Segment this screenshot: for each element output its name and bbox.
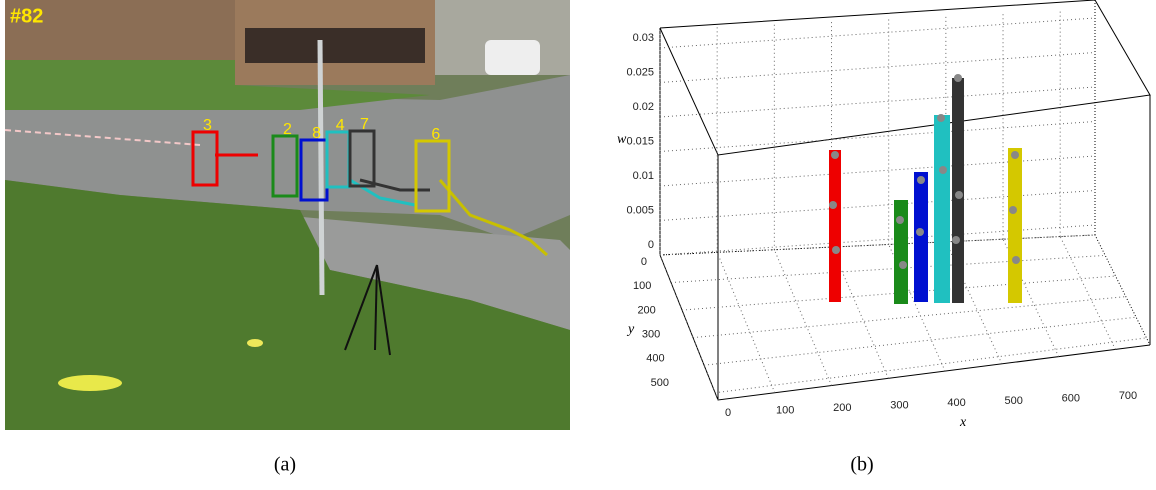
x-tick-label: 100	[776, 404, 794, 416]
w-tick-label: 0.015	[626, 135, 654, 147]
grid-line	[715, 338, 1147, 393]
y-tick-label: 500	[651, 377, 669, 389]
track-label: 8	[312, 125, 321, 142]
track-label: 7	[360, 116, 369, 133]
x-tick-label: 400	[947, 397, 965, 409]
x-tick-label: 0	[725, 407, 731, 419]
x-tick-label: 700	[1119, 390, 1137, 402]
grid-line	[704, 317, 1136, 365]
tracks-3d	[829, 74, 1022, 304]
axis-label: y	[626, 322, 635, 337]
y-tick-label: 400	[646, 353, 664, 365]
grid-line	[660, 87, 1095, 117]
scene-photo	[5, 0, 570, 430]
grid-line	[660, 191, 1095, 221]
grid-line	[660, 225, 1095, 255]
frame-label: #82	[10, 5, 43, 27]
track-label: 6	[431, 126, 440, 143]
caption: (a)	[274, 454, 296, 476]
w-tick-label: 0.01	[633, 170, 654, 182]
grid-line	[1060, 237, 1115, 350]
x-tick-label: 200	[833, 402, 851, 414]
axis-label: x	[959, 415, 967, 430]
x-tick-label: 500	[1005, 395, 1023, 407]
grid-line	[693, 297, 1125, 338]
grid-line	[660, 122, 1095, 152]
axis-label: w	[617, 132, 627, 147]
y-tick-label: 0	[641, 256, 647, 268]
grid-line	[717, 252, 775, 392]
x-tick-label: 300	[890, 400, 908, 412]
w-tick-label: 0.02	[633, 101, 654, 113]
y-tick-label: 200	[637, 304, 655, 316]
track-label: 4	[336, 117, 345, 134]
grid-line	[660, 156, 1095, 186]
w-tick-label: 0.03	[633, 32, 654, 44]
grid-line	[774, 250, 831, 386]
y-tick-label: 100	[633, 280, 651, 292]
w-tick-label: 0.005	[626, 204, 654, 216]
caption: (b)	[850, 454, 873, 476]
grid-line	[660, 235, 1092, 255]
page: {"figure": { "panel_a": {"frame_label": …	[0, 0, 1156, 485]
track-label: 2	[283, 121, 292, 138]
x-tick-label: 600	[1062, 392, 1080, 404]
grid-line	[660, 18, 1095, 48]
w-tick-label: 0.025	[626, 66, 654, 78]
grid-line	[660, 53, 1095, 83]
grid-line	[671, 256, 1103, 283]
w-tick-label: 0	[648, 239, 654, 251]
y-tick-label: 300	[642, 329, 660, 341]
figure: #82 3 2 847 6 (a) 0 0.005 0.01 0.015 0.02 0.025 0…	[0, 0, 1156, 485]
track-label: 3	[203, 117, 212, 134]
